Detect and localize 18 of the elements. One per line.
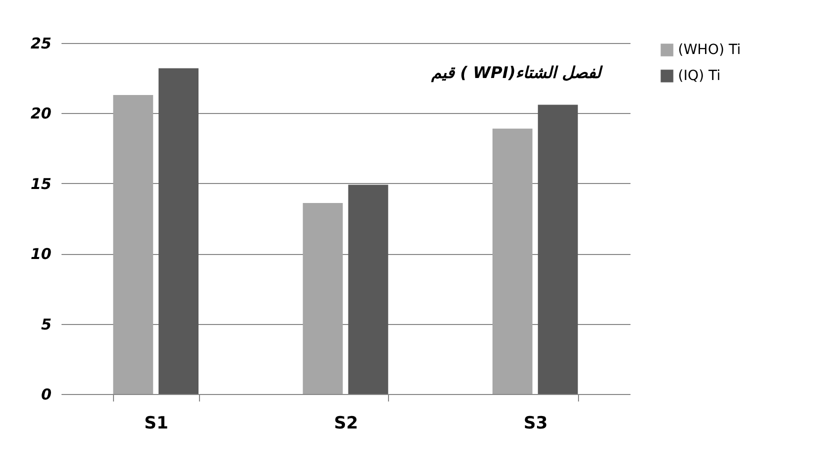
y-tick-label: 0 <box>41 386 52 404</box>
x-tick-label: S2 <box>334 414 358 434</box>
bar <box>538 104 578 394</box>
y-tick-label: 10 <box>30 245 52 264</box>
legend-label: (WHO) Ti <box>678 42 741 58</box>
legend-label: (IQ) Ti <box>678 68 721 84</box>
y-tick-label: 5 <box>41 315 52 334</box>
bar <box>348 184 388 394</box>
text: قيم ( WPI)لفصل الشتاء <box>430 63 604 83</box>
x-tick-label: S3 <box>524 414 548 434</box>
bar <box>302 203 343 394</box>
y-tick-label: 25 <box>30 34 52 52</box>
bar <box>113 94 154 394</box>
bar <box>492 128 532 394</box>
bar <box>158 68 199 394</box>
y-tick-label: 20 <box>30 104 52 123</box>
x-tick-label: S1 <box>144 414 168 434</box>
y-tick-label: 15 <box>30 174 52 193</box>
